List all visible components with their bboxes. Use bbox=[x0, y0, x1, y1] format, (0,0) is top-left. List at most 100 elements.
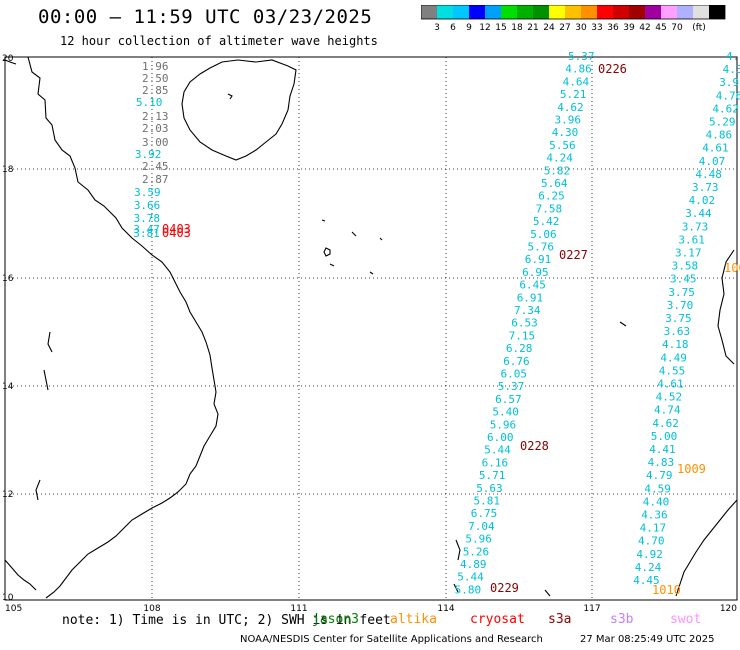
swh-value-label: 4.74 bbox=[654, 404, 681, 417]
scale-swatch bbox=[517, 5, 533, 19]
scale-swatch bbox=[661, 5, 677, 19]
swh-value-label: 4.86 bbox=[565, 63, 592, 76]
swh-value-label: 5.96 bbox=[465, 533, 492, 546]
swh-value-label: 6.16 bbox=[482, 456, 509, 469]
lon-axis-label: 117 bbox=[583, 604, 600, 614]
swh-value-label: 4.86 bbox=[706, 129, 733, 142]
swh-value-label: 4.30 bbox=[552, 126, 579, 139]
scale-swatch bbox=[469, 5, 485, 19]
footer-note-text: note: 1) Time is in UTC; 2) SWH is in fe… bbox=[62, 613, 391, 628]
scale-swatch bbox=[693, 5, 709, 19]
lat-axis-label: 18 bbox=[2, 165, 14, 175]
swh-value-label: 4.61 bbox=[657, 378, 684, 391]
swh-value-label: 3.45 bbox=[670, 273, 697, 286]
scale-swatch bbox=[709, 5, 725, 19]
swh-value-label: 4.36 bbox=[641, 509, 668, 522]
pass-time-label: 0226 bbox=[598, 62, 627, 76]
swh-value-label: 4.18 bbox=[662, 338, 689, 351]
swh-value-label: 3.63 bbox=[664, 325, 691, 338]
swh-value-label: 3.81 bbox=[133, 227, 160, 240]
pass-time-label: 0227 bbox=[559, 248, 588, 262]
swh-value-label: 3.75 bbox=[668, 286, 695, 299]
satellite-legend-item: s3b bbox=[610, 612, 634, 627]
pass-time-label: 1009 bbox=[677, 462, 706, 476]
swh-value-label: 4.62 bbox=[652, 417, 679, 430]
satellite-legend-item: cryosat bbox=[470, 612, 525, 627]
scale-swatch bbox=[581, 5, 597, 19]
swh-value-label: 4.70 bbox=[638, 535, 665, 548]
swh-value-label: 4.45 bbox=[633, 574, 660, 587]
swh-value-label: 5.44 bbox=[457, 571, 484, 584]
swh-value-label: 5.80 bbox=[455, 583, 482, 596]
pass-time-label: 0228 bbox=[520, 439, 549, 453]
swh-value-label: 5.26 bbox=[463, 545, 490, 558]
swh-value-label: 3.44 bbox=[685, 207, 712, 220]
scale-tick-label: (ft) bbox=[692, 23, 706, 31]
swh-value-label: 2.50 bbox=[142, 72, 169, 85]
swh-value-label: 3.00 bbox=[142, 136, 169, 149]
swh-value-label: 5.06 bbox=[530, 228, 557, 241]
swh-value-label: 6.00 bbox=[487, 431, 514, 444]
swh-value-label: 3.78 bbox=[134, 212, 161, 225]
pass-time-label: 0403 bbox=[162, 222, 191, 236]
swh-value-label: 4.02 bbox=[689, 194, 716, 207]
swh-value-label: 2.87 bbox=[142, 173, 169, 186]
scale-swatch bbox=[565, 5, 581, 19]
swh-value-label: 4.41 bbox=[649, 443, 676, 456]
swh-value-label: 5.63 bbox=[476, 482, 503, 495]
credit-text: NOAA/NESDIS Center for Satellite Applica… bbox=[240, 634, 543, 645]
scale-tick-label: 3 bbox=[434, 23, 440, 31]
swh-value-label: 4.89 bbox=[460, 558, 487, 571]
page-title: 00:00 – 11:59 UTC 03/23/2025 bbox=[38, 6, 373, 28]
swh-value-label: 5.40 bbox=[492, 406, 519, 419]
pass-time-label: 0403 bbox=[162, 226, 191, 240]
swh-value-label: 4.49 bbox=[660, 351, 687, 364]
scale-tick-label: 33 bbox=[591, 23, 602, 31]
scale-tick-label: 30 bbox=[575, 23, 587, 31]
swh-value-label: 4.76 bbox=[716, 89, 740, 102]
swh-value-label: 5.44 bbox=[484, 444, 511, 457]
swh-value-label: 5.21 bbox=[560, 88, 587, 101]
swh-value-label: 4.3 bbox=[723, 63, 740, 76]
scale-swatch bbox=[421, 5, 437, 19]
swh-value-label: 2.03 bbox=[142, 122, 169, 135]
swh-value-label: 5.37 bbox=[498, 380, 525, 393]
pass-time-label: 0229 bbox=[490, 581, 519, 595]
scale-swatch bbox=[629, 5, 645, 19]
swh-value-label: 6.95 bbox=[522, 266, 549, 279]
lon-axis-label: 114 bbox=[437, 604, 454, 614]
swh-value-label: 4.83 bbox=[648, 456, 675, 469]
swh-value-label: 6.76 bbox=[503, 355, 530, 368]
scale-swatch bbox=[597, 5, 613, 19]
swh-value-label: 6.75 bbox=[471, 507, 498, 520]
swh-value-label: 4.3 bbox=[726, 50, 740, 63]
swh-value-label: 2.13 bbox=[142, 110, 169, 123]
swh-value-label: 5.56 bbox=[549, 139, 576, 152]
swh-value-label: 5.29 bbox=[709, 116, 736, 129]
lat-axis-label: 16 bbox=[2, 274, 14, 284]
scale-tick-label: 36 bbox=[607, 23, 619, 31]
swh-value-label: 7.34 bbox=[514, 304, 541, 317]
lat-axis-label: 10 bbox=[2, 593, 14, 603]
page-subtitle: 12 hour collection of altimeter wave hei… bbox=[60, 34, 378, 48]
swh-value-label: 5.71 bbox=[479, 469, 506, 482]
scale-tick-label: 12 bbox=[479, 23, 490, 31]
swh-value-label: 7.58 bbox=[536, 202, 563, 215]
lon-axis-label: 120 bbox=[720, 604, 737, 614]
swh-value-label: 5.42 bbox=[533, 215, 560, 228]
swh-value-label: 5.64 bbox=[541, 177, 568, 190]
scale-swatch bbox=[533, 5, 549, 19]
scale-tick-label: 42 bbox=[639, 23, 650, 31]
scale-tick-label: 9 bbox=[466, 23, 472, 31]
satellite-legend-item: altika bbox=[390, 612, 437, 627]
lon-axis-label: 111 bbox=[290, 604, 307, 614]
swh-value-label: 6.28 bbox=[506, 342, 533, 355]
swh-value-label: 3.17 bbox=[675, 247, 702, 260]
scale-swatch bbox=[437, 5, 453, 19]
swh-value-label: 3.59 bbox=[134, 186, 161, 199]
scale-swatch bbox=[613, 5, 629, 19]
swh-value-label: 4.61 bbox=[702, 142, 729, 155]
swh-value-label: 5.82 bbox=[544, 164, 571, 177]
satellite-legend: jason3 altika cryosat s3a s3b swot bbox=[0, 612, 740, 630]
